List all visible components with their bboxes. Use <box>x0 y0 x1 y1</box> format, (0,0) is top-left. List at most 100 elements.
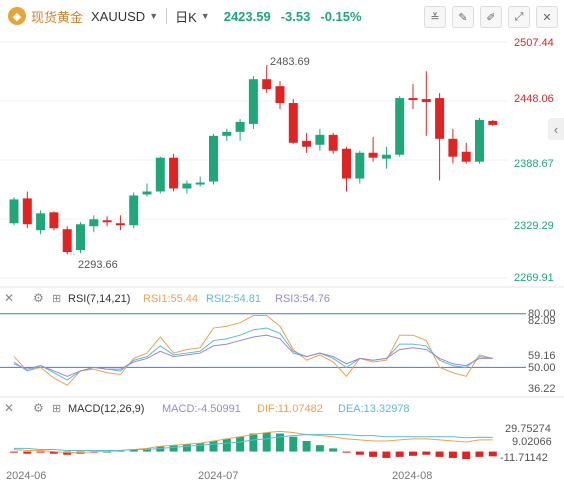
instrument-title[interactable]: 现货黄金 <box>31 9 84 25</box>
candle-body <box>102 220 112 223</box>
candle <box>235 118 245 141</box>
dif-value: DIF:11.07482 <box>257 403 323 415</box>
price-change-percent: -0.15% <box>320 8 362 24</box>
settings-rsi-icon[interactable]: ⚙ <box>33 291 44 305</box>
candle <box>182 180 192 194</box>
candle <box>288 99 298 144</box>
macd-histogram-bar <box>462 451 471 460</box>
indicator-icon[interactable]: ≚ <box>424 6 446 28</box>
candle-body <box>488 120 498 125</box>
close-icon[interactable]: ✕ <box>536 6 558 28</box>
candle <box>488 119 498 126</box>
toolbar: ≚ ✎ ✐ ⤢ ✕ <box>424 6 558 28</box>
candle <box>395 96 405 157</box>
x-tick-label: 2024-08 <box>392 470 432 482</box>
candle <box>222 128 232 141</box>
close-rsi-icon[interactable]: ✕ <box>4 291 14 305</box>
candle-body <box>169 157 179 189</box>
macd-histogram-bar <box>63 451 72 455</box>
macd-histogram-bar <box>262 432 271 452</box>
chevron-down-icon[interactable]: ▼ <box>149 11 159 21</box>
divider <box>166 8 168 24</box>
x-tick-label: 2024-06 <box>6 470 46 482</box>
draw-pen-icon[interactable]: ✎ <box>452 6 474 28</box>
candle-body <box>89 219 99 227</box>
candle <box>195 176 205 187</box>
macd-histogram-bar <box>236 436 245 452</box>
macd-histogram-bar <box>409 451 417 456</box>
macd-histogram-bar <box>222 438 231 452</box>
macd-series-line <box>14 434 493 452</box>
price-tick: 2388.67 <box>514 158 554 170</box>
candle <box>368 136 378 162</box>
high-annotation: 2483.69 <box>270 56 310 68</box>
candle <box>142 183 152 197</box>
rsi-series-line <box>13 334 493 377</box>
macd-menu-icon[interactable]: ⊞ <box>52 403 61 415</box>
fullscreen-icon[interactable]: ⤢ <box>508 6 530 28</box>
rsi3-value: RSI3:54.76 <box>275 293 330 305</box>
candle <box>448 128 458 164</box>
candle-body <box>248 79 258 124</box>
candle-body <box>209 135 218 182</box>
macd-histogram-bar <box>276 433 284 452</box>
candle-body <box>475 119 484 162</box>
candle-body <box>355 152 365 179</box>
dea-value: DEA:13.32978 <box>338 403 410 415</box>
candle-body <box>342 148 351 179</box>
collapse-panel-chevron-icon[interactable]: ‹ <box>548 118 564 140</box>
macd-histogram-bar <box>289 436 298 452</box>
candle-body <box>421 99 431 103</box>
rsi-max-label: 82.09 <box>528 315 556 327</box>
candle <box>169 153 179 192</box>
rsi-mid-label: 59.16 <box>528 350 556 362</box>
brush-icon[interactable]: ✐ <box>480 6 502 28</box>
macd-histogram-bar <box>209 440 218 452</box>
candle <box>381 146 391 169</box>
candle-body <box>195 182 205 185</box>
candle-body <box>461 151 471 162</box>
candle-body <box>448 138 458 157</box>
macd-histogram-bar <box>355 451 364 455</box>
period-selector[interactable]: 日K <box>175 9 197 25</box>
candle <box>328 132 338 154</box>
candle <box>22 191 32 229</box>
macd-histogram-bar <box>422 451 431 455</box>
macd-histogram-bar <box>196 443 205 452</box>
macd-histogram-bar <box>488 451 497 457</box>
candle <box>275 81 285 110</box>
macd-histogram-bar <box>89 451 98 453</box>
settings-macd-icon[interactable]: ⚙ <box>33 401 44 415</box>
macd-tick: 9.02066 <box>512 436 552 448</box>
close-macd-icon[interactable]: ✕ <box>4 401 14 415</box>
rsi-min-label: 36.22 <box>528 383 556 395</box>
rsi-menu-icon[interactable]: ⊞ <box>52 293 61 305</box>
candle <box>209 133 218 185</box>
chart-area[interactable]: 2507.44 2448.06 2388.67 2329.29 2269.91 … <box>0 32 564 486</box>
candle-body <box>435 98 445 139</box>
macd-histogram-bar <box>448 451 457 458</box>
macd-histogram-bar <box>49 451 58 454</box>
candle-body <box>275 86 285 104</box>
candle <box>475 117 484 164</box>
candle <box>421 71 431 136</box>
period-chevron-down-icon[interactable]: ▼ <box>200 11 210 21</box>
rsi-lower-label: 50.00 <box>528 362 556 374</box>
macd-histogram-bar <box>36 451 45 453</box>
macd-histogram-bar <box>435 451 444 457</box>
candle-body <box>36 213 46 231</box>
candle-body <box>302 140 312 147</box>
macd-histogram-bar <box>182 444 191 452</box>
rsi-series-line <box>13 327 493 381</box>
candle-body <box>115 223 125 226</box>
candle <box>155 156 165 194</box>
candle <box>248 76 258 129</box>
instrument-symbol[interactable]: XAUUSD <box>91 8 146 24</box>
candle-body <box>155 157 165 192</box>
candle-body <box>315 134 325 145</box>
chart-header: ◆ 现货黄金 XAUUSD ▼ 日K ▼ 2423.59 -3.53 -0.15… <box>0 0 564 32</box>
low-annotation: 2293.66 <box>78 259 118 271</box>
candle-body <box>142 191 152 195</box>
candle-body <box>49 212 59 229</box>
candle-body <box>76 224 85 251</box>
